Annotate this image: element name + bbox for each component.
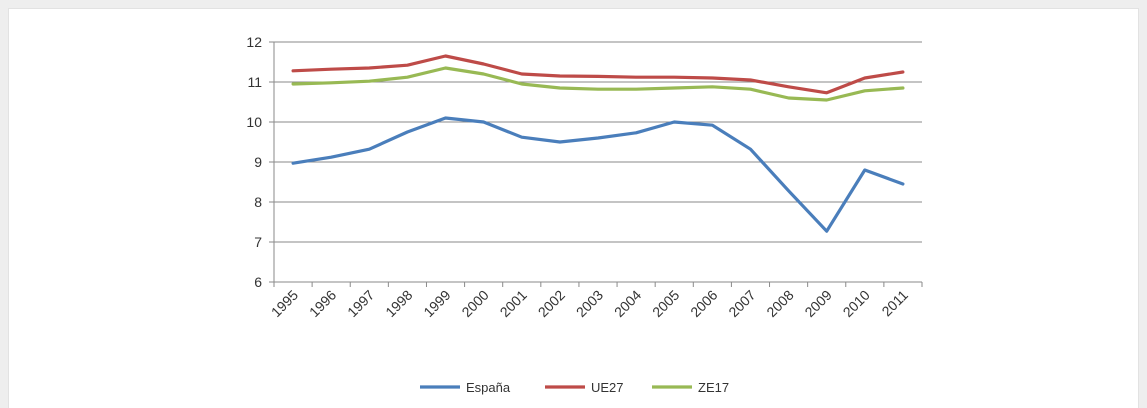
x-tick-label: 1998 [382, 287, 415, 320]
legend-label: España [466, 380, 511, 395]
x-tick-label: 2002 [535, 287, 568, 320]
y-tick-label: 10 [246, 114, 262, 130]
x-tick-label: 2001 [497, 287, 530, 320]
x-tick-label: 2009 [801, 287, 834, 320]
y-tick-label: 6 [254, 274, 262, 290]
x-tick-label: 2004 [611, 287, 644, 320]
x-tick-label: 1995 [268, 287, 301, 320]
y-tick-labels: 6 7 8 9 10 11 12 [246, 34, 262, 290]
axes [269, 41, 923, 287]
legend-label: ZE17 [698, 380, 729, 395]
x-tick-label: 2011 [878, 287, 911, 320]
y-tick-label: 9 [254, 154, 262, 170]
series-line-ze17 [291, 66, 905, 102]
legend-label: UE27 [591, 380, 624, 395]
x-tick-label: 1997 [344, 287, 377, 320]
series-lines [291, 54, 905, 233]
y-tick-label: 7 [254, 234, 262, 250]
x-tick-label: 2008 [763, 287, 796, 320]
x-tick-label: 2003 [573, 287, 606, 320]
x-tick-label: 2006 [687, 287, 720, 320]
x-tick-label: 2010 [840, 287, 873, 320]
series-line-ue27 [291, 54, 905, 95]
x-tick-label: 1996 [306, 287, 339, 320]
y-tick-label: 11 [247, 74, 262, 90]
y-tick-label: 8 [254, 194, 262, 210]
x-tick-label: 2000 [458, 287, 491, 320]
x-tick-label: 2005 [649, 287, 682, 320]
x-tick-labels: 1995 1996 1997 1998 1999 2000 2001 2002 2003 2004… [268, 287, 911, 320]
series-line-espa-a [291, 116, 905, 233]
y-tick-label: 12 [246, 34, 262, 50]
x-tick-label: 1999 [420, 287, 453, 320]
gridlines [274, 41, 922, 243]
legend: España UE27 ZE17 [420, 380, 729, 395]
x-tick-label: 2007 [725, 287, 758, 320]
